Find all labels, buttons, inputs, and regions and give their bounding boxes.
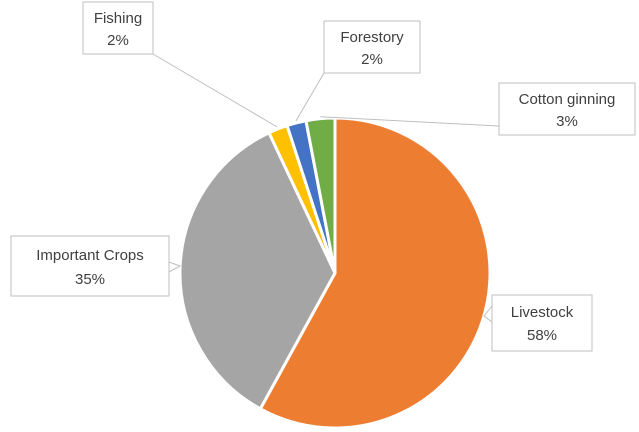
leader-lines — [152, 53, 500, 323]
leader-line-cotton-ginning — [320, 116, 500, 127]
pie-slice-important-crops — [178, 131, 337, 411]
callout-forestory: Forestory 2% — [323, 20, 421, 74]
slice-label-cotton-ginning: Cotton ginning — [519, 91, 616, 108]
pie-slice-livestock — [258, 116, 492, 430]
pie-slice-cotton-ginning — [304, 116, 337, 275]
leader-line-forestory — [295, 72, 325, 122]
slice-value-cotton-ginning: 3% — [556, 113, 578, 130]
slice-value-forestory: 2% — [361, 51, 383, 68]
callout-fishing: Fishing 2% — [82, 1, 154, 55]
slice-value-fishing: 2% — [107, 32, 129, 49]
callout-livestock: Livestock 58% — [491, 294, 593, 352]
slice-label-fishing: Fishing — [94, 10, 142, 27]
callout-important-crops: Important Crops 35% — [10, 235, 170, 297]
pie-slices — [178, 116, 492, 430]
slice-label-important-crops: Important Crops — [36, 247, 144, 264]
slice-value-livestock: 58% — [527, 327, 557, 344]
callout-pointer-important-crops — [168, 261, 182, 273]
callout-pointer-livestock — [483, 305, 493, 323]
callout-cotton-ginning: Cotton ginning 3% — [498, 82, 636, 136]
slice-label-forestory: Forestory — [340, 29, 404, 46]
leader-line-fishing — [152, 53, 278, 128]
slice-value-important-crops: 35% — [75, 271, 105, 288]
slice-label-livestock: Livestock — [511, 304, 574, 321]
